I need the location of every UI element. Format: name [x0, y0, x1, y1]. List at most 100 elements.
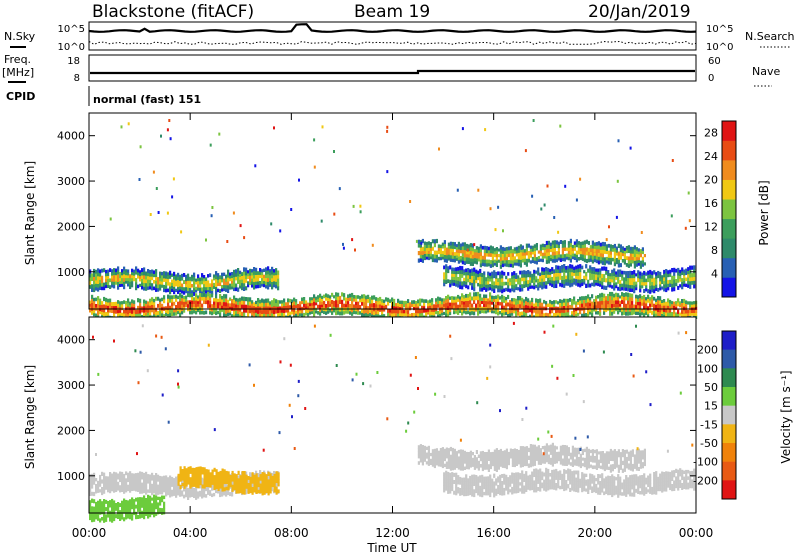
heatmap-cell: [95, 286, 98, 291]
heatmap-cell: [115, 305, 118, 310]
heatmap-cell: [171, 308, 174, 313]
heatmap-cell: [433, 304, 436, 309]
heatmap-cell: [549, 461, 552, 465]
heatmap-cell: [467, 250, 470, 255]
heatmap-cell: [189, 466, 192, 471]
heatmap-cell: [125, 471, 128, 476]
heatmap-cell: [423, 241, 426, 245]
scatter-point: [617, 139, 620, 143]
heatmap-cell: [99, 483, 102, 487]
heatmap-cell: [601, 253, 604, 258]
heatmap-cell: [205, 290, 208, 294]
heatmap-cell: [179, 289, 182, 293]
heatmap-cell: [461, 246, 464, 250]
heatmap-cell: [179, 304, 182, 309]
scatter-point: [497, 205, 500, 209]
heatmap-cell: [665, 305, 668, 310]
heatmap-cell: [265, 298, 268, 303]
heatmap-cell: [531, 455, 534, 460]
heatmap-cell: [261, 306, 264, 311]
heatmap-cell: [249, 301, 252, 306]
heatmap-cell: [263, 472, 266, 477]
heatmap-cell: [211, 293, 214, 298]
heatmap-cell: [181, 479, 184, 483]
heatmap-cell: [199, 290, 202, 295]
heatmap-cell: [173, 286, 176, 291]
heatmap-cell: [157, 474, 160, 479]
heatmap-cell: [375, 297, 378, 301]
heatmap-cell: [507, 285, 510, 289]
heatmap-cell: [185, 283, 188, 288]
heatmap-cell: [211, 283, 214, 288]
heatmap-cell: [443, 463, 446, 468]
heatmap-cell: [585, 275, 588, 281]
heatmap-cell: [147, 305, 150, 310]
heatmap-cell: [531, 448, 534, 453]
heatmap-cell: [231, 492, 234, 497]
heatmap-cell: [479, 251, 482, 256]
heatmap-cell: [199, 470, 202, 475]
heatmap-cell: [439, 300, 442, 305]
heatmap-cell: [585, 283, 588, 288]
heatmap-cell: [269, 489, 272, 494]
heatmap-cell: [639, 312, 642, 317]
heatmap-cell: [259, 474, 262, 478]
heatmap-cell: [601, 260, 604, 265]
heatmap-cell: [347, 300, 350, 305]
heatmap-cell: [183, 494, 186, 499]
heatmap-cell: [355, 295, 358, 299]
heatmap-cell: [689, 265, 692, 270]
heatmap-cell: [477, 252, 480, 256]
heatmap-cell: [525, 243, 528, 248]
heatmap-cell: [595, 449, 598, 453]
heatmap-cell: [639, 462, 642, 466]
heatmap-cell: [517, 275, 520, 279]
heatmap-cell: [511, 312, 514, 316]
heatmap-cell: [499, 281, 502, 286]
heatmap-cell: [257, 483, 260, 488]
heatmap-cell: [431, 301, 434, 306]
heatmap-cell: [649, 273, 652, 279]
heatmap-cell: [433, 243, 436, 248]
heatmap-cell: [237, 478, 240, 483]
heatmap-cell: [567, 461, 570, 465]
heatmap-cell: [131, 487, 134, 491]
heatmap-cell: [285, 302, 288, 306]
heatmap-cell: [249, 275, 252, 279]
heatmap-cell: [469, 488, 472, 492]
heatmap-cell: [415, 312, 418, 316]
heatmap-cell: [611, 285, 614, 289]
heatmap-cell: [411, 300, 414, 304]
heatmap-cell: [189, 484, 192, 489]
heatmap-cell: [521, 245, 524, 250]
heatmap-cell: [151, 276, 154, 281]
heatmap-cell: [115, 481, 118, 486]
heatmap-cell: [637, 304, 640, 309]
heatmap-cell: [101, 471, 104, 476]
heatmap-cell: [431, 239, 434, 244]
heatmap-cell: [621, 452, 624, 458]
heatmap-cell: [581, 313, 584, 318]
heatmap-cell: [443, 306, 446, 310]
heatmap-cell: [605, 463, 608, 467]
heatmap-cell: [231, 277, 234, 281]
heatmap-cell: [239, 304, 242, 309]
heatmap-cell: [345, 303, 348, 308]
heatmap-cell: [567, 278, 570, 283]
heatmap-cell: [183, 290, 186, 295]
heatmap-cell: [187, 477, 190, 482]
heatmap-cell: [211, 484, 214, 488]
heatmap-cell: [609, 273, 612, 277]
heatmap-cell: [587, 298, 590, 303]
heatmap-cell: [465, 454, 468, 458]
heatmap-cell: [167, 491, 170, 496]
heatmap-cell: [469, 292, 472, 297]
heatmap-cell: [507, 455, 510, 459]
heatmap-cell: [535, 449, 538, 453]
heatmap-cell: [495, 481, 498, 486]
scatter-point: [211, 206, 214, 209]
heatmap-cell: [165, 489, 168, 493]
heatmap-cell: [425, 452, 428, 456]
heatmap-cell: [303, 303, 306, 307]
heatmap-cell: [503, 458, 506, 463]
